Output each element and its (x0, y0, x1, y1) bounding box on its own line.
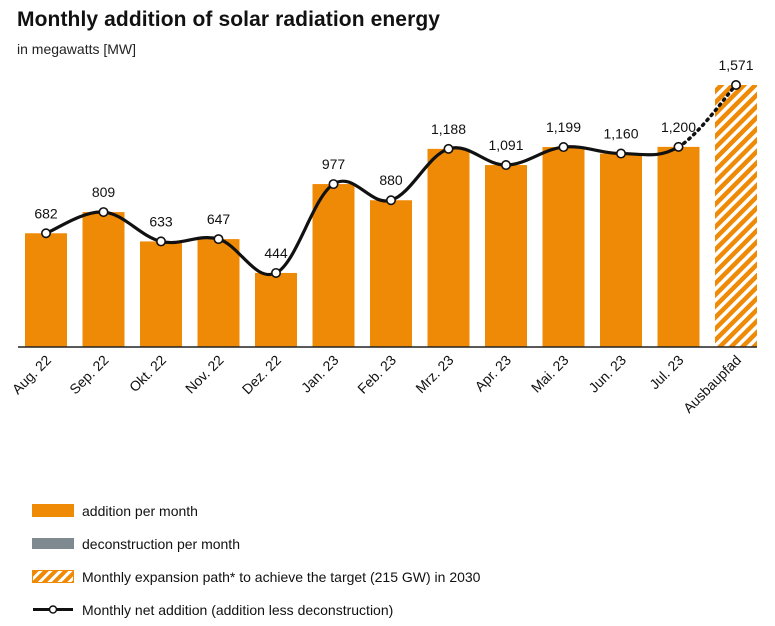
data-label-mai-23: 1,199 (546, 119, 581, 135)
chart-title: Monthly addition of solar radiation ener… (17, 8, 441, 31)
bar-jan-23 (312, 184, 355, 347)
line-point-jan-23 (328, 179, 339, 190)
data-label-ausbaupfad: 1,571 (718, 57, 753, 73)
tick-label-mai-23: Mai. 23 (528, 352, 572, 396)
data-label-sep-22: 809 (92, 184, 116, 200)
legend-label-addition: addition per month (82, 502, 198, 519)
legend-label-net-addition: Monthly net addition (addition less deco… (82, 601, 394, 618)
tick-label-sep-22: Sep. 22 (66, 352, 112, 398)
legend-label-expansion-path: Monthly expansion path* to achieve the t… (82, 568, 481, 585)
data-label-nov-22: 647 (207, 211, 231, 227)
tick-label-feb-23: Feb. 23 (354, 352, 399, 397)
line-point-aug-22 (40, 228, 51, 239)
bar-ausbaupfad (715, 85, 757, 347)
chart-subtitle: in megawatts [MW] (17, 41, 137, 57)
data-label-feb-23: 880 (379, 172, 403, 188)
tick-label-ausbaupfad: Ausbaupfad (680, 352, 744, 416)
legend-swatch-deconstruction (32, 538, 74, 549)
bar-dez-22 (255, 272, 297, 347)
tick-label-apr-23: Apr. 23 (471, 352, 514, 395)
bar-sep-22 (82, 212, 125, 347)
line-point-apr-23 (500, 160, 511, 171)
tick-label-jun-23: Jun. 23 (585, 352, 629, 396)
line-point-feb-23 (385, 195, 396, 206)
bar-okt-22 (140, 241, 182, 347)
legend-swatch-net-addition (32, 603, 74, 616)
bar-aug-22 (25, 233, 67, 347)
legend: addition per month deconstruction per mo… (32, 494, 480, 626)
tick-label-nov-22: Nov. 22 (182, 352, 227, 397)
data-label-dez-22: 444 (264, 245, 288, 261)
line-point-nov-22 (213, 234, 224, 245)
tick-label-jul-23: Jul. 23 (646, 352, 687, 393)
data-label-mrz-23: 1,188 (431, 121, 466, 137)
net-addition-projection-line (676, 83, 738, 149)
bar-mai-23 (542, 147, 585, 347)
data-label-jul-23: 1,200 (661, 119, 696, 135)
bar-apr-23 (485, 165, 527, 347)
bar-jul-23 (657, 146, 700, 347)
line-point-ausbaupfad (730, 80, 741, 91)
line-point-dez-22 (270, 267, 281, 278)
legend-swatch-addition (32, 504, 74, 517)
line-point-mai-23 (558, 142, 569, 153)
legend-swatch-expansion-path (32, 570, 74, 583)
bar-feb-23 (370, 200, 412, 347)
line-point-jul-23 (673, 141, 684, 152)
line-point-mrz-23 (443, 143, 454, 154)
line-point-sep-22 (98, 207, 109, 218)
data-label-okt-22: 633 (149, 213, 173, 229)
data-label-aug-22: 682 (34, 205, 58, 221)
tick-label-dez-22: Dez. 22 (239, 352, 285, 398)
line-point-okt-22 (156, 236, 167, 247)
legend-label-deconstruction: deconstruction per month (82, 535, 240, 552)
data-label-jun-23: 1,160 (603, 126, 638, 142)
legend-item-deconstruction: deconstruction per month (32, 527, 480, 560)
tick-label-jan-23: Jan. 23 (298, 352, 342, 396)
tick-label-aug-22: Aug. 22 (9, 352, 55, 398)
bar-jun-23 (600, 153, 642, 347)
tick-label-okt-22: Okt. 22 (126, 352, 169, 395)
bar-mrz-23 (427, 148, 470, 347)
legend-item-addition: addition per month (32, 494, 480, 527)
tick-label-mrz-23: Mrz. 23 (412, 352, 456, 396)
legend-item-net-addition: Monthly net addition (addition less deco… (32, 593, 480, 626)
legend-item-expansion-path: Monthly expansion path* to achieve the t… (32, 560, 480, 593)
bar-nov-22 (197, 239, 240, 347)
line-point-jun-23 (615, 148, 626, 159)
data-label-jan-23: 977 (322, 156, 346, 172)
bar-chart: 682 809 633 647 444 977 880 1,188 1,091 1,199 1,16… (9, 57, 757, 416)
data-label-apr-23: 1,091 (488, 137, 523, 153)
